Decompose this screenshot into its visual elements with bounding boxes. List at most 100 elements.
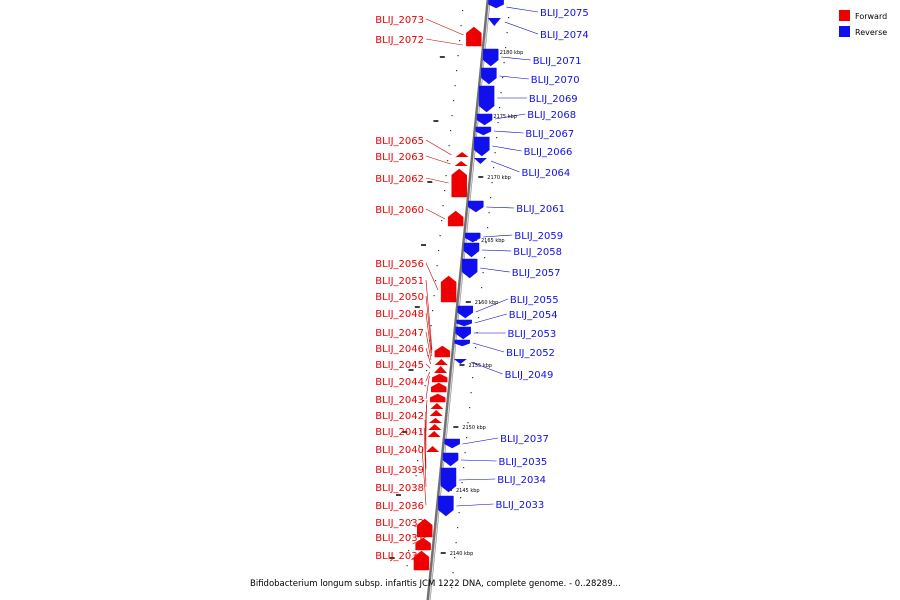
gene-blij-2043[interactable]: [429, 393, 446, 403]
gene-blij-2048[interactable]: [434, 345, 451, 358]
leader-line: [423, 427, 427, 488]
gene-blij-2068[interactable]: [476, 113, 493, 126]
gene-blij-2061-label: BLIJ_2061: [516, 204, 565, 215]
gene-blij-2046-label: BLIJ_2046: [375, 344, 424, 355]
leader-line: [425, 208, 446, 220]
gene-blij-2074-label: BLIJ_2074: [540, 30, 589, 41]
gene-blij-2047-label: BLIJ_2047: [375, 328, 424, 339]
track-dot: [506, 32, 508, 34]
gene-blij-2064[interactable]: [473, 158, 487, 164]
track-dot: [405, 580, 407, 582]
gene-blij-2074[interactable]: [487, 18, 501, 26]
gene-blij-2037[interactable]: [444, 438, 460, 449]
gene-blij-2032[interactable]: [416, 518, 433, 538]
gene-blij-2039[interactable]: [428, 424, 442, 430]
gene-blij-2045[interactable]: [431, 373, 448, 383]
track-dot: [496, 137, 498, 139]
leader-line: [425, 347, 431, 365]
gene-blij-2058[interactable]: [463, 242, 480, 258]
gene-blij-2066[interactable]: [474, 136, 490, 157]
gene-blij-2071-label: BLIJ_2071: [533, 56, 582, 67]
gene-blij-2065[interactable]: [455, 152, 469, 157]
leader-line: [501, 56, 531, 61]
gene-blij-2059[interactable]: [465, 232, 481, 243]
gene-blij-2069[interactable]: [478, 85, 495, 113]
track-dot: [473, 362, 475, 364]
leader-line: [493, 130, 524, 134]
track-dot: [493, 167, 495, 169]
gene-blij-2071[interactable]: [483, 48, 499, 67]
leader-line: [458, 478, 496, 481]
gene-blij-2031-label: BLIJ_2031: [375, 533, 424, 544]
gene-blij-2053[interactable]: [455, 326, 471, 340]
gene-blij-2035[interactable]: [442, 452, 459, 467]
track-dot: [447, 160, 449, 162]
track-dot: [445, 175, 447, 177]
leader-line: [425, 331, 432, 361]
gene-blij-2034[interactable]: [440, 467, 457, 493]
gene-blij-2038[interactable]: [427, 431, 441, 437]
track-dot: [503, 62, 505, 64]
gene-blij-2060[interactable]: [447, 210, 464, 227]
track-dot: [418, 445, 420, 447]
gene-blij-2057[interactable]: [461, 258, 478, 279]
gene-blij-2066-label: BLIJ_2066: [524, 147, 573, 158]
gene-blij-2055-label: BLIJ_2055: [510, 295, 559, 306]
gene-blij-2030[interactable]: [413, 550, 430, 571]
track-dot: [497, 122, 499, 124]
leader-line: [462, 437, 499, 445]
tick-label: 2140 kbp: [450, 551, 474, 557]
track-dot: [481, 287, 483, 289]
gene-blij-2046[interactable]: [434, 366, 448, 373]
gene-blij-2069-label: BLIJ_2069: [529, 94, 578, 105]
track-dot: [412, 505, 414, 507]
track-dot: [432, 310, 434, 312]
gene-blij-2075[interactable]: [488, 0, 504, 9]
gene-blij-2036[interactable]: [426, 446, 440, 452]
leader-line: [425, 139, 452, 156]
gene-blij-2052[interactable]: [454, 339, 470, 347]
track-dot: [456, 70, 458, 72]
leader-line: [425, 371, 431, 382]
gene-blij-2040[interactable]: [428, 418, 442, 423]
track-dot: [490, 197, 492, 199]
gene-blij-2070[interactable]: [481, 67, 497, 85]
track-dot: [435, 280, 437, 282]
track-dot: [482, 272, 484, 274]
gene-blij-2067[interactable]: [475, 126, 492, 136]
gene-blij-2063[interactable]: [454, 161, 468, 166]
leader-line: [424, 419, 427, 470]
gene-blij-2073[interactable]: [466, 26, 482, 47]
gene-blij-2033[interactable]: [438, 495, 454, 517]
gene-blij-2031[interactable]: [415, 537, 431, 551]
gene-blij-2056[interactable]: [440, 275, 457, 303]
track-dot: [452, 572, 454, 574]
tick-label: 2145 kbp: [456, 488, 480, 494]
gene-blij-2055[interactable]: [457, 305, 474, 319]
track-dot: [461, 482, 463, 484]
leader-line: [475, 298, 508, 313]
gene-blij-2057-label: BLIJ_2057: [512, 268, 561, 279]
legend-swatch-forward: [839, 10, 850, 21]
leader-line: [480, 267, 510, 273]
gene-blij-2049[interactable]: [453, 359, 467, 364]
track-dot: [467, 422, 469, 424]
leader-line: [456, 503, 494, 507]
track-dot: [458, 512, 460, 514]
gene-blij-2047[interactable]: [434, 359, 448, 365]
gene-blij-2061[interactable]: [468, 200, 484, 213]
gene-blij-2044[interactable]: [431, 382, 447, 393]
track-dot: [459, 40, 461, 42]
gene-blij-2043-label: BLIJ_2043: [375, 395, 424, 406]
track-dot: [475, 347, 477, 349]
gene-blij-2067-label: BLIJ_2067: [525, 129, 574, 140]
leader-line: [425, 38, 463, 46]
gene-blij-2042[interactable]: [430, 403, 444, 409]
leader-line: [492, 145, 522, 152]
gene-blij-2041[interactable]: [429, 410, 443, 416]
gene-blij-2060-label: BLIJ_2060: [375, 205, 424, 216]
gene-blij-2033-label: BLIJ_2033: [496, 500, 545, 511]
gene-blij-2062[interactable]: [451, 168, 467, 198]
gene-blij-2054[interactable]: [456, 319, 472, 327]
track-dot: [463, 467, 465, 469]
